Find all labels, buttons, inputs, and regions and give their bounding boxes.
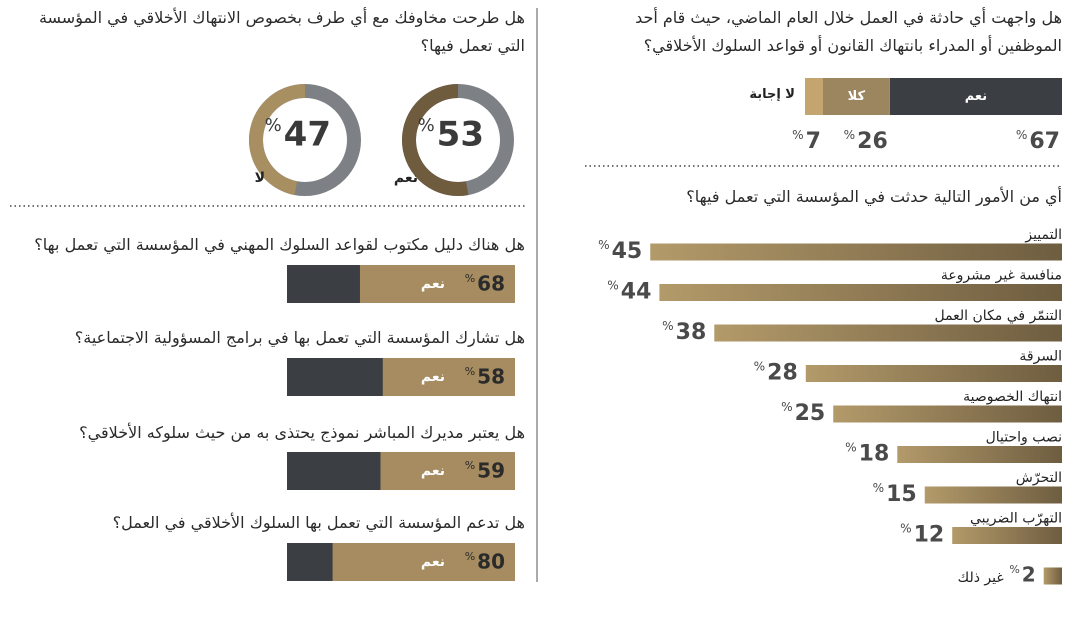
category-label: نعم <box>421 369 445 385</box>
value-unit: % <box>465 365 475 378</box>
question: أي من الأمور التالية حدثت في المؤسسة الت… <box>686 187 1062 206</box>
value-label: 80 <box>477 550 505 574</box>
question: هل تدعم المؤسسة التي تعمل بها السلوك الأ… <box>112 513 525 532</box>
value-unit: % <box>754 359 766 373</box>
value-label: 47 <box>284 115 331 155</box>
question: هل هناك دليل مكتوب لقواعد السلوك المهني … <box>34 235 525 254</box>
bar-segment <box>805 78 823 115</box>
value-unit: % <box>844 128 856 142</box>
bar <box>897 446 1062 463</box>
category-label: نعم <box>421 554 445 570</box>
value-label: 45 <box>612 239 643 264</box>
bar <box>714 324 1062 342</box>
bar <box>650 243 1062 261</box>
value-unit: % <box>662 319 674 333</box>
bar <box>1043 567 1062 585</box>
progress-bar <box>359 265 515 303</box>
value-unit: % <box>873 481 885 495</box>
value-label: 67 <box>1029 129 1060 154</box>
value-label: 59 <box>477 459 505 483</box>
value-label: 58 <box>477 365 505 389</box>
bar <box>952 527 1062 544</box>
progress-bar <box>382 358 515 396</box>
category-label: نعم <box>421 463 445 479</box>
value-unit: % <box>792 128 804 142</box>
progress-bar <box>380 452 515 490</box>
category-label: نصب واحتيال <box>986 430 1062 446</box>
question: هل واجهت أي حادثة في العمل خلال العام ال… <box>635 8 1062 55</box>
value-unit: % <box>900 521 912 535</box>
value-label: 15 <box>886 482 917 507</box>
category-label: نعم <box>394 170 418 186</box>
value-label: 28 <box>767 361 798 386</box>
donut-arc <box>249 84 306 196</box>
value-label: 25 <box>795 401 826 426</box>
value-label: 44 <box>621 280 652 305</box>
category-label: انتهاك الخصوصية <box>963 389 1062 405</box>
category-label: السرقة <box>1019 349 1062 365</box>
value-unit: % <box>265 115 282 136</box>
progress-bar <box>332 543 515 581</box>
question: هل طرحت مخاوفك مع أي طرف بخصوص الانتهاك … <box>38 8 525 55</box>
value-unit: % <box>1009 563 1019 576</box>
category-label: التهرّب الضريبي <box>970 511 1062 527</box>
value-label: 18 <box>859 442 890 467</box>
category-label: لا <box>255 170 265 186</box>
category-label: نعم <box>421 276 445 292</box>
category-label: غير ذلك <box>958 570 1004 586</box>
value-label: 38 <box>676 320 707 345</box>
value-unit: % <box>781 400 793 414</box>
segment-label: لا إجابة <box>749 87 795 102</box>
value-unit: % <box>1016 128 1028 142</box>
value-label: 26 <box>857 129 888 154</box>
donut-arc <box>402 84 469 196</box>
segment-label: كلا <box>848 89 866 104</box>
bar <box>805 365 1062 382</box>
value-unit: % <box>465 459 475 472</box>
value-unit: % <box>465 272 475 285</box>
category-label: منافسة غير مشروعة <box>941 268 1062 284</box>
value-label: 7 <box>806 129 821 154</box>
category-label: التنمّر في مكان العمل <box>934 308 1062 324</box>
value-label: 68 <box>477 272 505 296</box>
value-label: 53 <box>437 115 484 155</box>
category-label: التمييز <box>1024 227 1062 243</box>
value-unit: % <box>607 278 619 292</box>
bar <box>833 405 1062 423</box>
value-unit: % <box>465 550 475 563</box>
segment-label: نعم <box>965 89 987 104</box>
value-label: 2 <box>1022 563 1036 587</box>
value-unit: % <box>598 238 610 252</box>
bar <box>659 284 1062 301</box>
bar-segment <box>889 78 1062 115</box>
value-label: 12 <box>914 523 945 548</box>
value-unit: % <box>418 115 435 136</box>
question: هل يعتبر مديرك المباشر نموذج يحتذى به من… <box>79 423 525 442</box>
category-label: التحرّش <box>1016 470 1062 486</box>
question: هل تشارك المؤسسة التي تعمل بها في برامج … <box>74 328 525 347</box>
bar-segment <box>822 78 890 115</box>
value-unit: % <box>845 440 857 454</box>
bar <box>924 486 1062 504</box>
